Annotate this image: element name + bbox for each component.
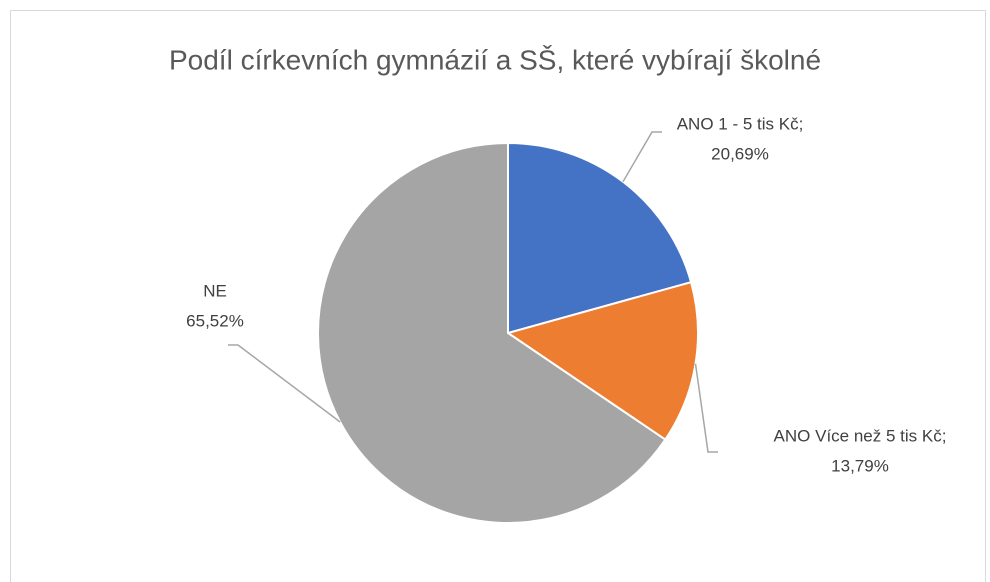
leader-line xyxy=(622,131,662,183)
chart-title: Podíl církevních gymnázií a SŠ, které vy… xyxy=(169,44,821,75)
data-label-category: ANO 1 - 5 tis Kč; xyxy=(677,114,804,133)
leader-line xyxy=(694,363,718,453)
data-label-value: 13,79% xyxy=(831,456,889,475)
pie-slice xyxy=(317,141,667,524)
leader-line xyxy=(228,344,341,423)
data-label-value: 65,52% xyxy=(186,311,244,330)
data-label-value: 20,69% xyxy=(711,144,769,163)
data-label-category: ANO Více než 5 tis Kč; xyxy=(774,426,947,445)
data-label-category: NE xyxy=(203,281,227,300)
pie-slice xyxy=(505,280,699,441)
